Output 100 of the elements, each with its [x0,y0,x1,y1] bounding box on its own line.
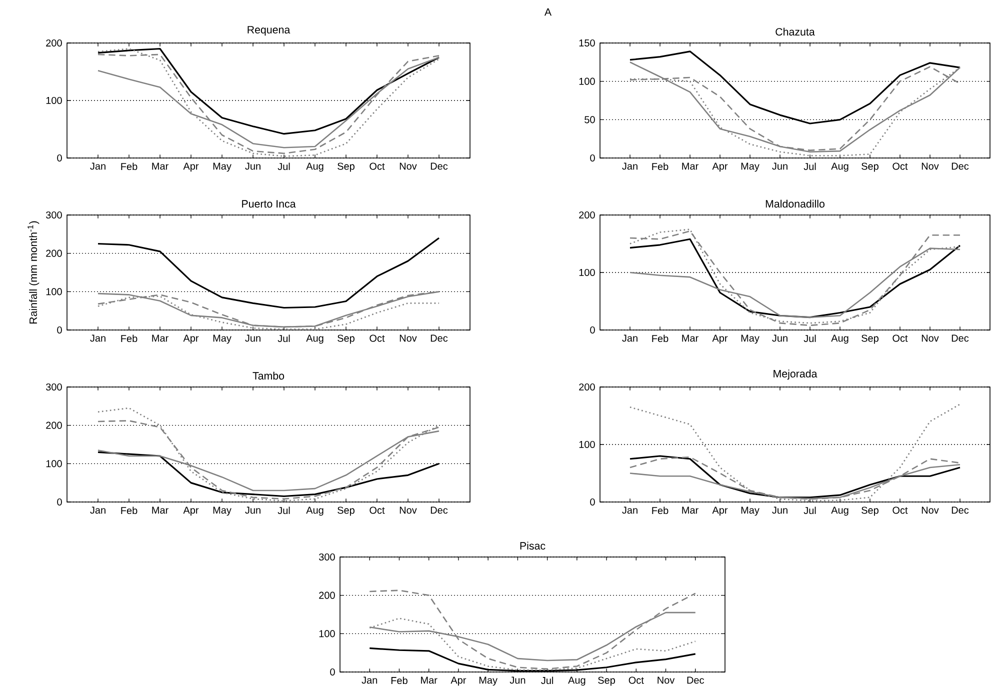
x-tick-label: Dec [952,162,969,170]
x-tick-label: Aug [568,676,586,686]
chart-title: Requena [248,26,290,36]
chart-title: Maldonadillo [766,200,824,208]
y-tick-label: 0 [57,498,62,506]
x-tick-label: Nov [400,506,417,514]
y-tick-label: 0 [590,154,595,162]
x-tick-label: Oct [370,334,385,342]
y-tick-label: 300 [46,211,62,219]
x-tick-label: May [741,506,760,516]
x-tick-label: Jan [622,334,638,342]
y-tick-label: 200 [319,592,335,599]
x-tick-label: Apr [183,506,199,516]
y-tick-label: 150 [579,39,595,47]
x-tick-label: Oct [370,506,385,514]
x-tick-label: Jan [622,162,638,170]
x-tick-label: Jan [362,676,378,684]
y-tick-label: 100 [579,268,595,276]
x-tick-label: Sep [862,162,878,172]
x-tick-label: Feb [121,162,138,170]
x-tick-label: Jul [804,506,816,514]
y-tick-label: 200 [46,39,62,47]
x-tick-label: Mar [152,162,168,170]
x-tick-label: Jul [804,162,816,170]
x-tick-label: Feb [121,334,138,342]
x-tick-label: May [213,506,232,516]
x-tick-label: May [479,676,498,686]
x-tick-label: Oct [628,676,644,684]
x-tick-label: Jan [622,506,638,514]
y-tick-label: 0 [57,326,62,334]
x-tick-label: Mar [682,506,698,514]
x-tick-label: Dec [952,506,969,514]
x-tick-label: Sep [338,334,354,344]
x-tick-label: Apr [450,676,466,686]
y-tick-label: 0 [590,326,595,334]
x-tick-label: Sep [338,162,354,172]
x-tick-label: Mar [421,676,438,684]
y-tick-label: 0 [57,154,62,162]
y-tick-label: 100 [46,288,62,296]
x-tick-label: Dec [952,334,969,342]
y-tick-label: 100 [579,78,595,85]
x-tick-label: Jun [772,506,788,514]
x-tick-label: Mar [682,162,698,170]
x-tick-label: May [741,334,760,344]
x-tick-label: Oct [892,162,908,170]
x-tick-label: Jul [278,334,290,342]
x-tick-label: Jun [510,676,526,684]
x-tick-label: Jul [541,676,554,684]
x-tick-label: Sep [862,334,878,344]
x-tick-label: Mar [152,334,168,342]
x-tick-label: Mar [682,334,698,342]
chart-title: Pisac [520,542,546,550]
y-tick-label: 200 [579,383,595,391]
x-tick-label: Sep [862,506,878,516]
x-tick-label: Feb [652,162,668,170]
x-tick-label: Aug [831,506,848,516]
x-tick-label: Sep [598,676,616,686]
x-tick-label: Nov [922,162,939,170]
y-tick-label: 100 [319,630,335,638]
x-tick-label: Aug [306,506,324,516]
x-tick-label: Apr [712,334,728,344]
x-tick-label: Dec [430,162,448,170]
x-tick-label: May [213,334,232,344]
x-tick-label: Oct [370,162,385,170]
x-tick-label: Dec [430,334,448,342]
x-tick-label: Aug [831,162,848,172]
x-tick-label: Aug [306,334,324,344]
x-tick-label: Jun [772,334,788,342]
x-tick-label: Jan [90,334,106,342]
x-tick-label: Nov [400,334,417,342]
x-tick-label: Nov [922,506,939,514]
x-tick-label: Apr [183,162,199,172]
y-tick-label: 200 [46,250,62,257]
x-tick-label: Jun [245,162,260,170]
x-tick-label: Feb [121,506,138,514]
x-tick-label: Jan [90,506,106,514]
x-tick-label: Apr [183,334,199,344]
x-tick-label: Dec [430,506,448,514]
y-tick-label: 0 [590,498,595,506]
y-tick-label: 200 [579,211,595,219]
x-tick-label: Apr [712,162,728,172]
y-tick-label: 50 [584,116,595,124]
y-tick-label: 0 [330,668,335,676]
y-tick-label: 300 [46,383,62,391]
chart-title: Tambo [252,372,284,380]
x-tick-label: May [741,162,760,172]
y-tick-label: 100 [46,460,62,468]
y-tick-label: 100 [579,440,595,448]
x-tick-label: Feb [652,334,668,342]
x-tick-label: Aug [306,162,324,172]
x-tick-label: Dec [687,676,704,684]
x-tick-label: Nov [400,162,417,170]
x-tick-label: Oct [892,334,908,342]
x-tick-label: Jun [245,334,260,342]
x-tick-label: Jun [245,506,260,514]
x-tick-label: Jan [90,162,106,170]
y-axis-title: Rainfall (mm month$^{-1}$) [28,221,40,324]
x-tick-label: Apr [712,506,728,516]
x-tick-label: Nov [922,334,939,342]
x-tick-label: Mar [152,506,168,514]
